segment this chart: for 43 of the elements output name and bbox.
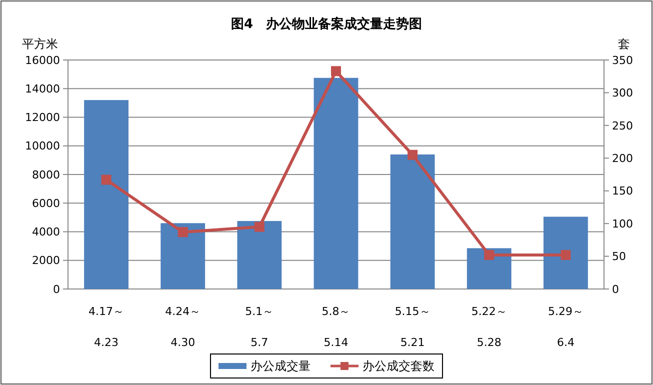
category-label: 5.29～ 6.4 (548, 305, 584, 349)
bar (314, 78, 358, 289)
point (178, 227, 188, 238)
y-tick-label: 16000 (25, 54, 60, 67)
y-tick-label: 14000 (25, 82, 60, 96)
point (408, 150, 418, 160)
y-tick-label: 10000 (25, 140, 60, 153)
y-tick-label: 2000 (32, 254, 60, 268)
point (101, 174, 112, 185)
bar (160, 223, 206, 289)
legend-label: 办公成交量 (250, 359, 310, 374)
y-tick-label: 8000 (32, 168, 60, 182)
point (560, 250, 571, 260)
y2-tick-label: 250 (612, 119, 633, 132)
y2-tick-label: 300 (612, 86, 633, 100)
y2-tick-label: 350 (612, 54, 633, 67)
y-tick-label: 4000 (32, 226, 60, 239)
category-label: 5.1～ 5.7 (245, 305, 274, 349)
category-label: 5.22～ 5.28 (471, 305, 507, 349)
y2-tick-label: 100 (612, 217, 633, 230)
category-label: 4.24～ 4.30 (165, 305, 201, 349)
category-label: 5.8～ 5.14 (322, 305, 350, 349)
bar (237, 221, 282, 289)
bar (390, 154, 435, 289)
y2-tick-label: 50 (612, 250, 626, 264)
y2-tick-label: 150 (612, 184, 633, 198)
y-axis-title: 平方米 (22, 37, 58, 51)
bar (466, 248, 512, 289)
category-label: 5.15～ 5.21 (394, 305, 430, 349)
y-tick-label: 12000 (25, 111, 60, 124)
point (484, 250, 494, 260)
y-tick-label: 0 (53, 282, 60, 296)
bar (84, 100, 128, 289)
point (331, 66, 341, 76)
y2-tick-label: 0 (612, 282, 619, 296)
chart-title: 图4 办公物业备案成交量走势图 (230, 16, 422, 32)
bar (544, 216, 588, 289)
legend-label: 办公成交套数 (362, 359, 434, 374)
y2-axis-title: 套 (618, 37, 630, 51)
y2-tick-label: 200 (612, 152, 633, 165)
y-tick-label: 6000 (32, 196, 60, 210)
category-label: 4.17～ 4.23 (88, 305, 124, 349)
point (254, 222, 264, 232)
